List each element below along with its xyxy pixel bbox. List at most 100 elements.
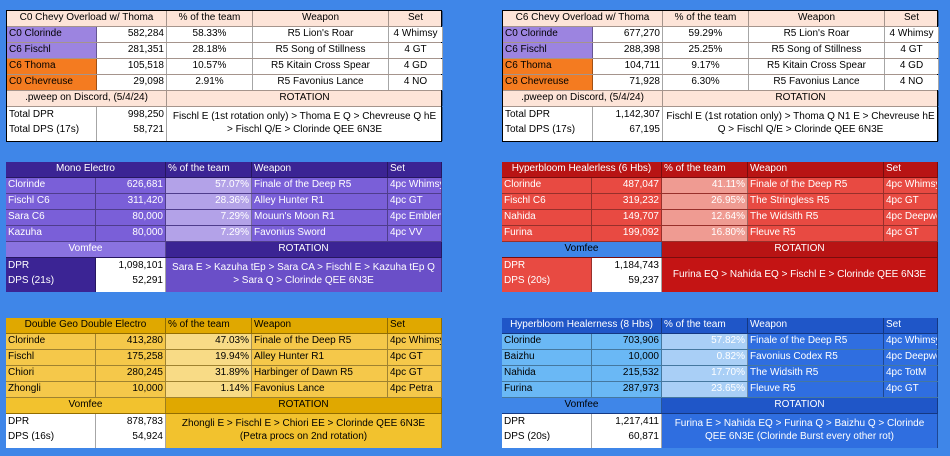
table-row: C6 Thoma 104,711 9.17% R5 Kitain Cross S…: [503, 59, 939, 75]
damage-value: 80,000: [96, 226, 166, 241]
damage-value: 287,973: [592, 382, 662, 397]
team-table-double-geo: Double Geo Double Electro % of the team …: [6, 318, 442, 448]
dpr-value: 1,184,743: [614, 260, 660, 271]
rotation-header: ROTATION: [166, 398, 442, 413]
header-weapon: Weapon: [748, 318, 884, 333]
total-dpr-label: Total DPR: [505, 109, 551, 120]
artifact-set: 4 GD: [885, 59, 939, 74]
header-set: Set: [884, 162, 938, 177]
header-team-share: % of the team: [662, 162, 748, 177]
table-row: Clorinde 626,681 57.07% Finale of the De…: [6, 178, 442, 194]
artifact-set: 4 NO: [389, 75, 443, 90]
table-row: C6 Fischl 288,398 25.25% R5 Song of Stil…: [503, 43, 939, 59]
artifact-set: 4pc Whimsy: [388, 334, 442, 349]
table-row: Zhongli 10,000 1.14% Favonius Lance 4pc …: [6, 382, 442, 398]
table-title: Mono Electro: [6, 162, 166, 177]
dpr-value: 1,217,411: [615, 416, 659, 427]
damage-value: 105,518: [97, 59, 167, 74]
table-row: Baizhu 10,000 0.82% Favonius Codex R5 4p…: [502, 350, 938, 366]
weapon: R5 Song of Stillness: [749, 43, 885, 58]
rotation-text: Furina EQ > Nahida EQ > Fischl E > Clori…: [662, 258, 938, 292]
team-share: 12.64%: [662, 210, 748, 225]
artifact-set: 4 GT: [389, 43, 443, 58]
author-credit: Vomfee: [6, 398, 166, 413]
header-weapon: Weapon: [252, 318, 388, 333]
damage-value: 149,707: [592, 210, 662, 225]
character-name: Fischl C6: [6, 194, 96, 209]
table-row: Fischl C6 319,232 26.95% The Stringless …: [502, 194, 938, 210]
damage-value: 626,681: [96, 178, 166, 193]
team-share: 17.70%: [662, 366, 748, 381]
table-row: Chiori 280,245 31.89% Harbinger of Dawn …: [6, 366, 442, 382]
rotation-header: ROTATION: [166, 242, 442, 257]
weapon: Finale of the Deep R5: [252, 334, 388, 349]
damage-value: 80,000: [96, 210, 166, 225]
damage-value: 71,928: [593, 75, 663, 90]
table-row: Kazuha 80,000 7.29% Favonius Sword 4pc V…: [6, 226, 442, 242]
damage-value: 281,351: [97, 43, 167, 58]
character-name: Zhongli: [6, 382, 96, 397]
table-row: C6 Fischl 281,351 28.18% R5 Song of Stil…: [7, 43, 443, 59]
artifact-set: 4pc GT: [884, 194, 938, 209]
rotation-text: Sara E > Kazuha tEp > Sara CA > Fischl E…: [166, 258, 442, 292]
table-title: Hyperbloom Healerness (8 Hbs): [502, 318, 662, 333]
weapon: R5 Song of Stillness: [253, 43, 389, 58]
character-name: Chiori: [6, 366, 96, 381]
dpr-label: DPR: [504, 260, 526, 271]
dps-label: DPS (20s): [504, 431, 551, 442]
rotation-header: ROTATION: [663, 91, 939, 106]
damage-value: 582,284: [97, 27, 167, 42]
weapon: Favonius Sword: [252, 226, 388, 241]
total-dps-label: Total DPS (17s): [9, 124, 80, 135]
header-team-share: % of the team: [166, 162, 252, 177]
character-name: C0 Chevreuse: [7, 75, 97, 90]
table-title: Hyperbloom Healerless (6 Hbs): [502, 162, 662, 177]
artifact-set: 4pc Whimsy: [884, 334, 938, 349]
character-name: Nahida: [502, 210, 592, 225]
team-table-c6-chevy: C6 Chevy Overload w/ Thoma % of the team…: [502, 10, 939, 142]
table-row: C6 Thoma 105,518 10.57% R5 Kitain Cross …: [7, 59, 443, 75]
dps-value: 52,291: [132, 275, 163, 286]
weapon: Favonius Lance: [252, 382, 388, 397]
dps-value: 60,871: [628, 431, 659, 442]
artifact-set: 4pc Whimsy: [388, 178, 442, 193]
damage-value: 319,232: [592, 194, 662, 209]
character-name: Furina: [502, 382, 592, 397]
weapon: R5 Kitain Cross Spear: [749, 59, 885, 74]
author-credit: .pweep on Discord, (5/4/24): [503, 91, 663, 106]
team-share: 47.03%: [166, 334, 252, 349]
weapon: The Widsith R5: [748, 210, 884, 225]
rotation-header: ROTATION: [662, 242, 938, 257]
team-share: 26.95%: [662, 194, 748, 209]
artifact-set: 4pc GT: [884, 382, 938, 397]
artifact-set: 4 NO: [885, 75, 939, 90]
author-credit: Vomfee: [502, 398, 662, 413]
dpr-value: 1,098,101: [118, 260, 164, 271]
dpr-value: 878,783: [126, 416, 163, 427]
team-share: 57.07%: [166, 178, 252, 193]
total-dpr-value: 1,142,307: [615, 109, 661, 120]
damage-value: 29,098: [97, 75, 167, 90]
table-title: C6 Chevy Overload w/ Thoma: [503, 11, 663, 26]
header-team-share: % of the team: [662, 318, 748, 333]
weapon: R5 Lion's Roar: [253, 27, 389, 42]
table-row: Clorinde 487,047 41.11% Finale of the De…: [502, 178, 938, 194]
table-title: C0 Chevy Overload w/ Thoma: [7, 11, 167, 26]
character-name: C6 Fischl: [7, 43, 97, 58]
weapon: Finale of the Deep R5: [252, 178, 388, 193]
header-set: Set: [885, 11, 939, 26]
weapon: Alley Hunter R1: [252, 350, 388, 365]
header-team-share: % of the team: [167, 11, 253, 26]
dps-value: 54,924: [132, 431, 163, 442]
weapon: Finale of the Deep R5: [748, 178, 884, 193]
character-name: Clorinde: [502, 178, 592, 193]
table-row: Nahida 149,707 12.64% The Widsith R5 4pc…: [502, 210, 938, 226]
character-name: C0 Clorinde: [7, 27, 97, 42]
table-row: Furina 287,973 23.65% Fleuve R5 4pc GT: [502, 382, 938, 398]
weapon: Fleuve R5: [748, 382, 884, 397]
artifact-set: 4 GD: [389, 59, 443, 74]
header-weapon: Weapon: [252, 162, 388, 177]
header-team-share: % of the team: [663, 11, 749, 26]
character-name: Kazuha: [6, 226, 96, 241]
artifact-set: 4pc GT: [388, 350, 442, 365]
